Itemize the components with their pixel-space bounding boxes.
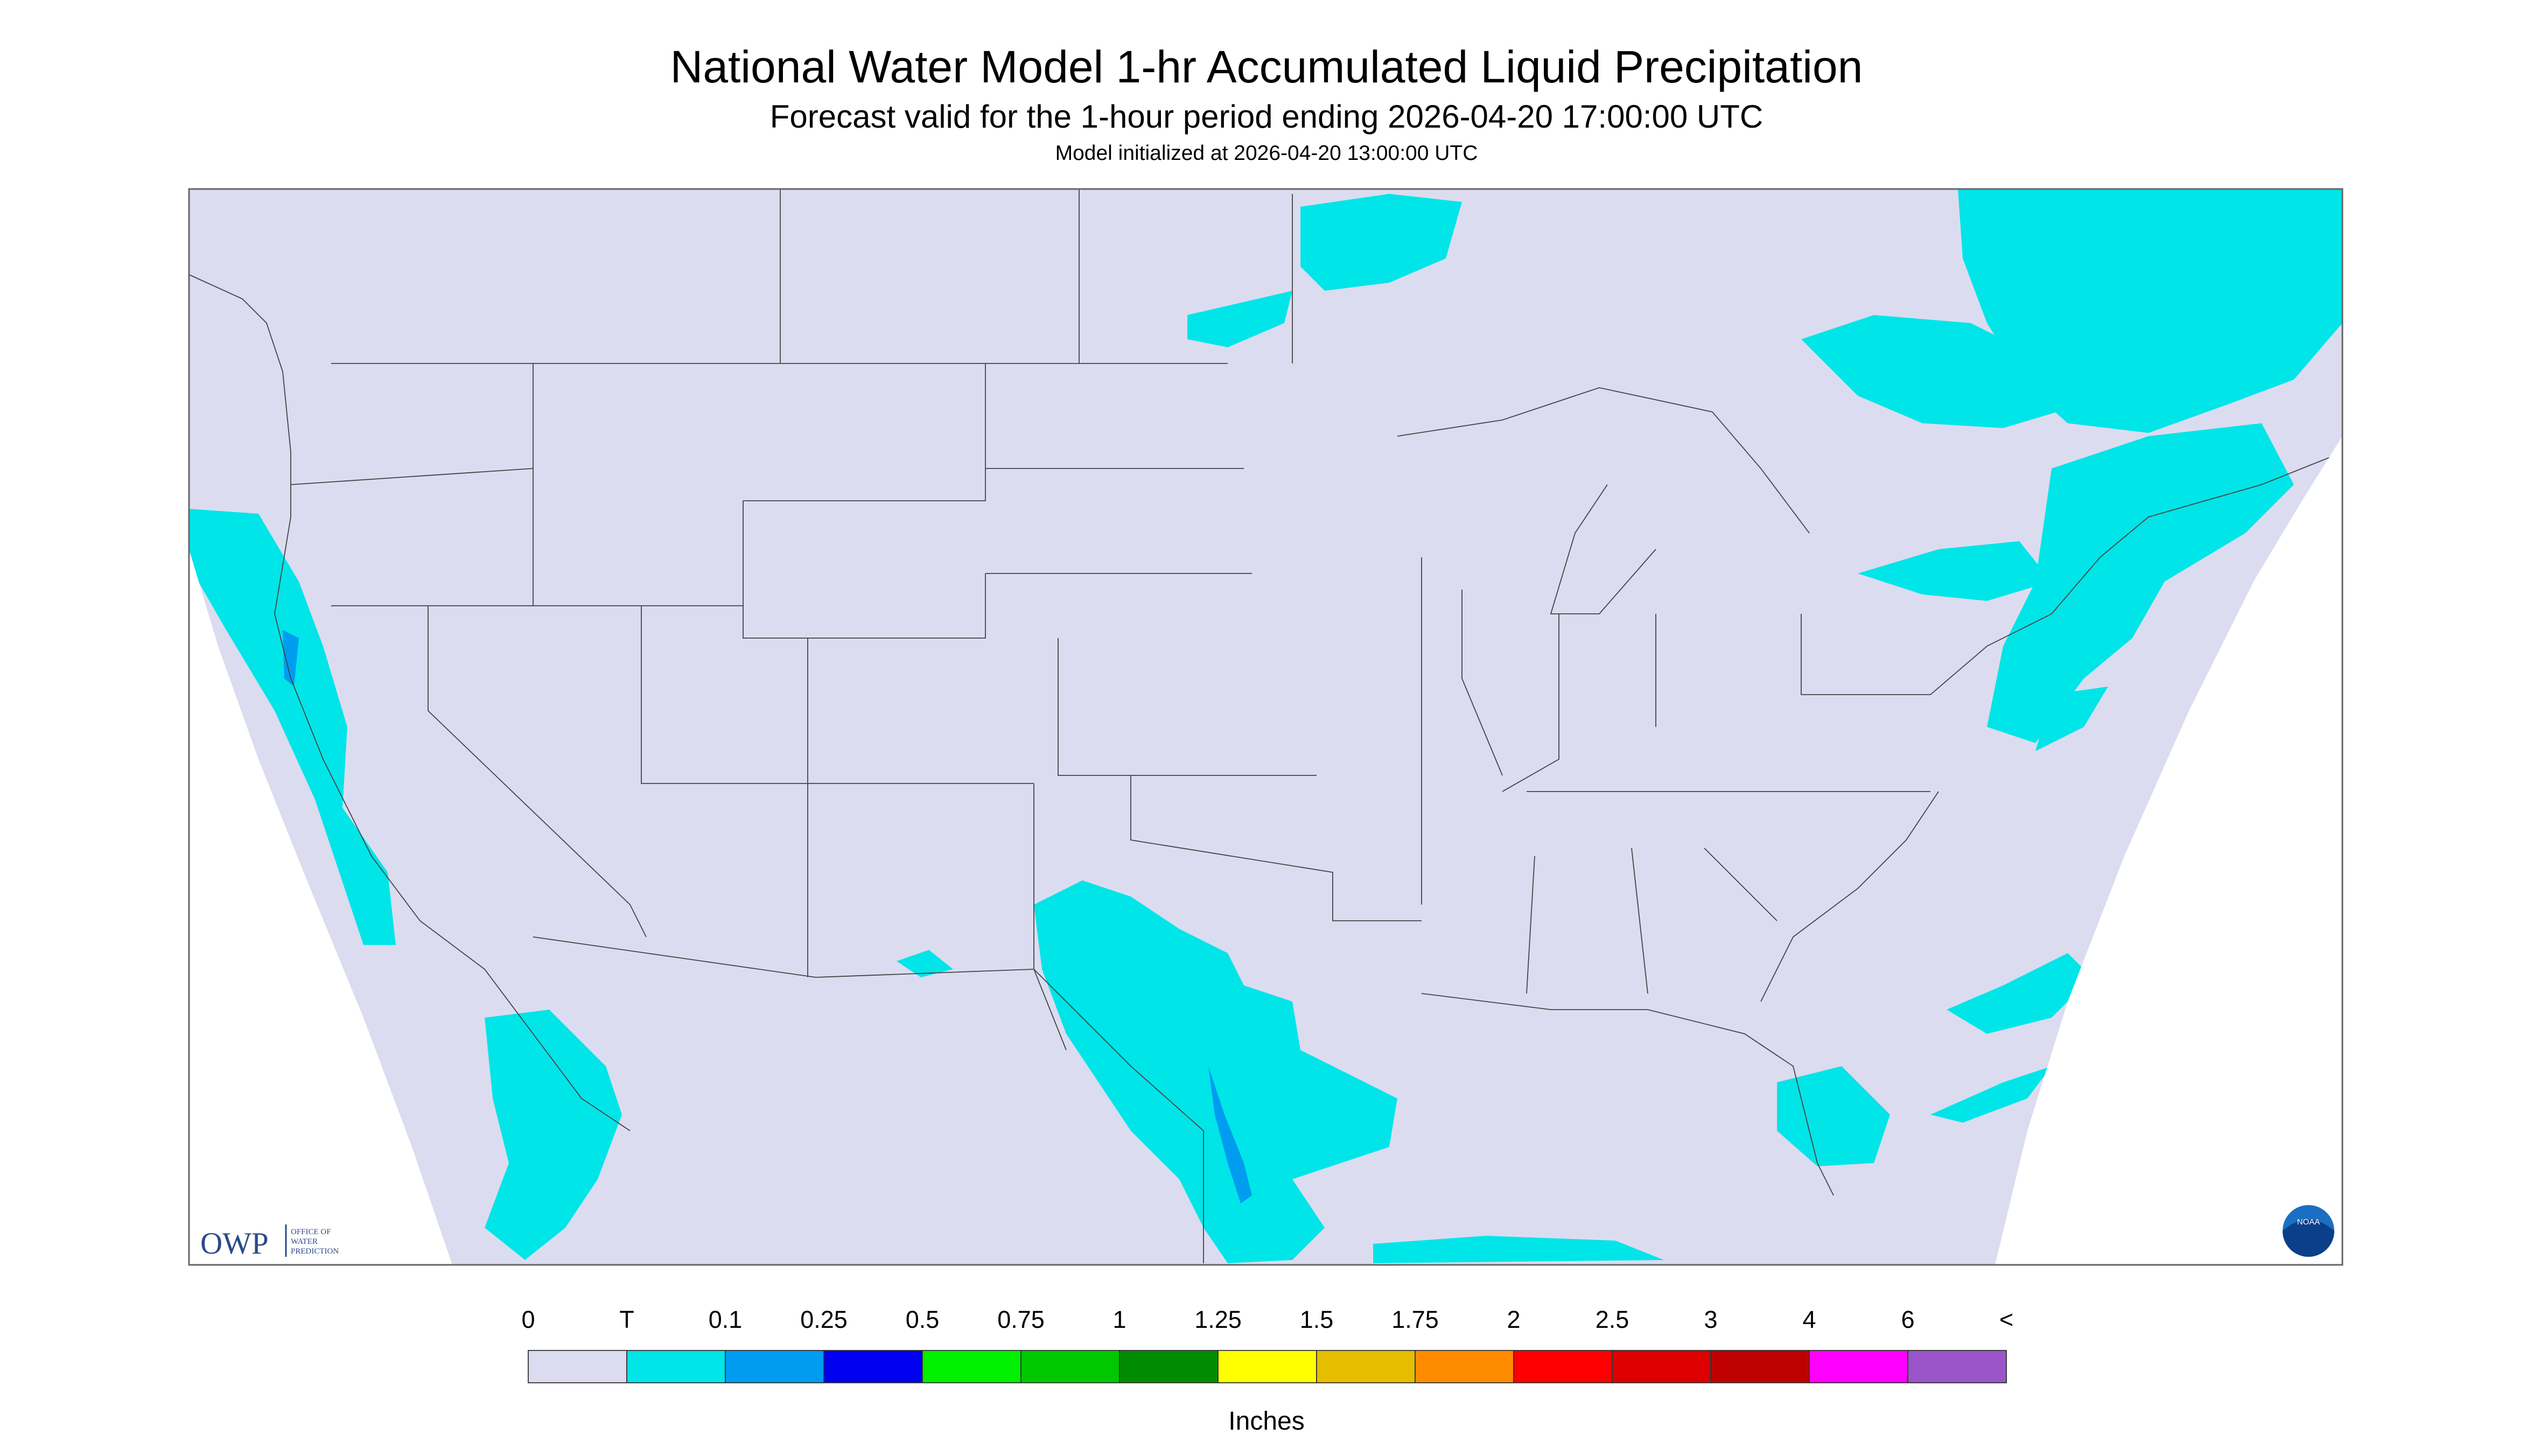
legend-label: 0.75 (997, 1306, 1045, 1333)
legend-swatch (1119, 1350, 1219, 1383)
init-note: Model initialized at 2026-04-20 13:00:00… (1055, 142, 1478, 165)
subtitle: Forecast valid for the 1-hour period end… (770, 99, 1763, 135)
outside-domain (189, 189, 452, 1265)
legend-swatch (1415, 1350, 1514, 1383)
legend-label: 4 (1802, 1306, 1816, 1333)
map-frame (188, 188, 2343, 1266)
legend-swatch (1809, 1350, 1908, 1383)
legend-swatch (1907, 1350, 2007, 1383)
legend-swatch (823, 1350, 923, 1383)
owp-logo: OWP (200, 1227, 269, 1261)
legend-swatch (528, 1350, 627, 1383)
legend-label: 0.1 (709, 1306, 743, 1333)
legend-label: 2.5 (1596, 1306, 1629, 1333)
legend-label: 1.75 (1391, 1306, 1439, 1333)
title: National Water Model 1-hr Accumulated Li… (670, 41, 1863, 92)
legend-swatch (725, 1350, 824, 1383)
legend-label: 1 (1112, 1306, 1126, 1333)
legend-swatch (1710, 1350, 1810, 1383)
legend-swatch (1513, 1350, 1613, 1383)
outside-domain (1995, 189, 2342, 1265)
borders (188, 189, 2343, 1264)
legend-label: 3 (1704, 1306, 1717, 1333)
heavier-rain (1208, 1066, 1252, 1204)
owp-text: OFFICE OF (291, 1228, 331, 1236)
owp-text: WATER (291, 1237, 318, 1246)
legend-label: 2 (1507, 1306, 1520, 1333)
heavier-rain (283, 630, 299, 687)
legend-swatch (1316, 1350, 1416, 1383)
precipitation (189, 189, 2342, 1264)
legend-label: < (1999, 1306, 2013, 1333)
legend-swatch (626, 1350, 726, 1383)
owp-text: PREDICTION (291, 1247, 339, 1256)
legend-swatch (1217, 1350, 1317, 1383)
legend-swatch (922, 1350, 1021, 1383)
legend-label: 0.5 (906, 1306, 940, 1333)
legend-label: 6 (1901, 1306, 1914, 1333)
legend-label: 0.25 (800, 1306, 848, 1333)
noaa-text: NOAA (2297, 1217, 2320, 1227)
legend-label: 1.5 (1300, 1306, 1334, 1333)
map: OWP OFFICE OF WATER PREDICTION NOAA (188, 188, 2343, 1266)
legend-swatch (1612, 1350, 1711, 1383)
legend-label: 0 (521, 1306, 535, 1333)
noaa-logo-wave (2283, 1220, 2334, 1257)
legend-unit: Inches (1228, 1407, 1304, 1436)
legend-swatch (1020, 1350, 1120, 1383)
legend-label: 1.25 (1194, 1306, 1242, 1333)
legend: 0 T 0.1 0.25 0.5 0.75 1 1.25 1.5 1.75 2 2.5 3 4 6 < (521, 1306, 2013, 1383)
legend-label: T (619, 1306, 634, 1333)
